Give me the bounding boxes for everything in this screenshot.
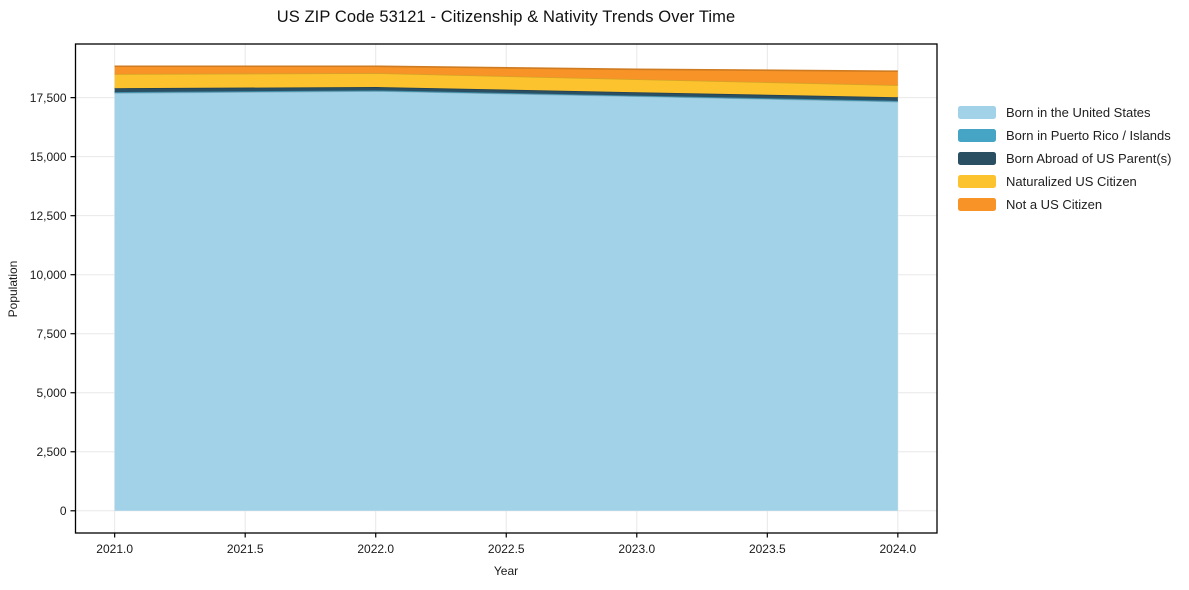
legend-item-born-in-puerto-rico-islands: Born in Puerto Rico / Islands [958, 129, 1171, 142]
x-tick-label: 2022.0 [357, 542, 394, 556]
legend-swatch-icon [958, 129, 996, 142]
legend-item-not-a-us-citizen: Not a US Citizen [958, 198, 1171, 211]
y-tick-label: 7,500 [36, 327, 66, 341]
x-tick-label: 2022.5 [488, 542, 525, 556]
y-tick-label: 10,000 [30, 268, 67, 282]
legend-label: Naturalized US Citizen [1006, 174, 1137, 189]
y-tick-label: 12,500 [30, 209, 67, 223]
area-topline-not-a-us-citizen [114, 65, 898, 72]
legend-swatch-icon [958, 198, 996, 211]
chart-title: US ZIP Code 53121 - Citizenship & Nativi… [276, 8, 736, 26]
x-tick-label: 2023.5 [749, 542, 786, 556]
x-tick-label: 2024.0 [879, 542, 916, 556]
y-tick-label: 17,500 [30, 91, 67, 105]
legend-label: Born Abroad of US Parent(s) [1006, 151, 1172, 166]
legend-item-born-abroad-of-us-parent-s: Born Abroad of US Parent(s) [958, 152, 1171, 165]
area-born-abroad-of-us-parent-s [114, 87, 898, 101]
y-tick-label: 0 [60, 504, 67, 518]
x-tick-label: 2021.0 [96, 542, 133, 556]
legend: Born in the United States Born in Puerto … [958, 106, 1171, 221]
legend-label: Born in Puerto Rico / Islands [1006, 128, 1171, 143]
legend-label: Born in the United States [1006, 105, 1151, 120]
area-born-in-the-united-states [114, 91, 898, 511]
legend-swatch-icon [958, 152, 996, 165]
y-tick-label: 2,500 [36, 445, 66, 459]
x-tick-label: 2021.5 [227, 542, 264, 556]
legend-label: Not a US Citizen [1006, 197, 1103, 212]
legend-item-born-in-the-united-states: Born in the United States [958, 106, 1171, 119]
legend-item-naturalized-us-citizen: Naturalized US Citizen [958, 175, 1171, 188]
area-not-a-us-citizen [114, 66, 898, 86]
legend-swatch-icon [958, 175, 996, 188]
y-tick-label: 15,000 [30, 150, 67, 164]
x-axis-label: Year [493, 564, 519, 578]
y-axis-label: Population [6, 260, 20, 318]
x-tick-label: 2023.0 [618, 542, 655, 556]
legend-swatch-icon [958, 106, 996, 119]
area-naturalized-us-citizen [114, 73, 898, 98]
y-tick-label: 5,000 [36, 386, 66, 400]
